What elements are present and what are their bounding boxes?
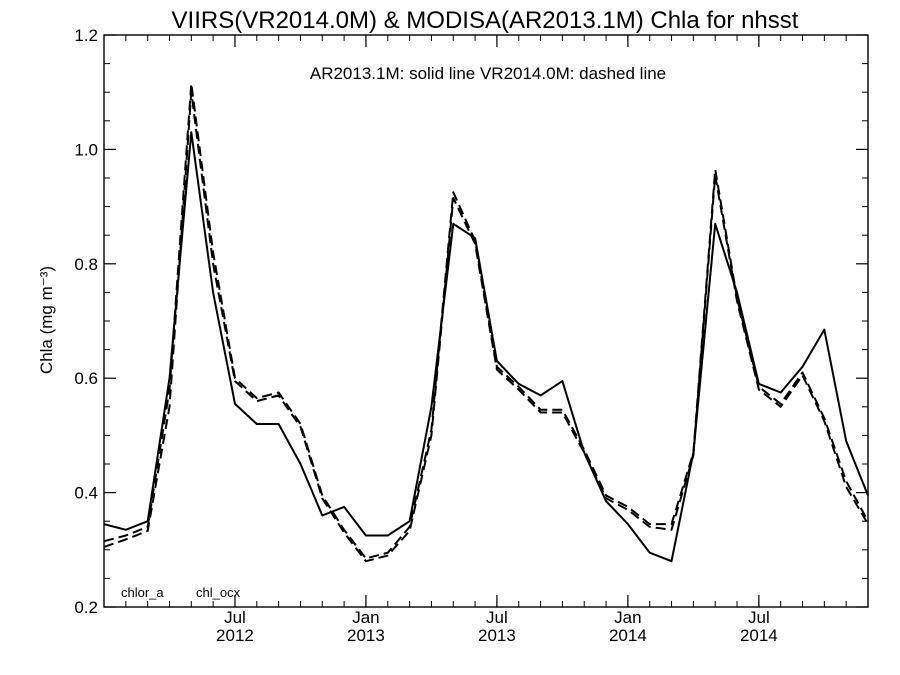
series-lines [103,82,869,563]
axis-ticks: 0.20.40.60.81.01.2Jul2012Jan2013Jul2013J… [74,26,869,645]
x-tick-label-year: 2014 [609,626,647,645]
corner-label-chl-ocx: chl_ocx [196,585,241,600]
y-tick-label: 1.2 [74,26,98,45]
y-tick-label: 0.4 [74,484,98,503]
plot-frame [103,34,869,608]
x-tick-label-month: Jan [614,608,641,627]
chart-title: VIIRS(VR2014.0M) & MODISA(AR2013.1M) Chl… [172,7,799,34]
y-tick-label: 0.6 [74,369,98,388]
x-tick-label-month: Jul [224,608,246,627]
y-tick-label: 0.8 [74,255,98,274]
x-tick-label-year: 2014 [740,626,778,645]
dashed-series-line-2 [103,91,869,563]
x-tick-label-year: 2013 [478,626,516,645]
x-tick-label-month: Jul [486,608,508,627]
x-tick-label-month: Jan [352,608,379,627]
y-axis-label: Chla (mg m⁻³) [37,266,56,374]
x-tick-label-year: 2012 [216,626,254,645]
series-annotation: AR2013.1M: solid line VR2014.0M: dashed … [310,64,666,83]
corner-label-chlor-a: chlor_a [121,585,164,600]
y-tick-label: 1.0 [74,140,98,159]
x-tick-label-year: 2013 [347,626,385,645]
y-tick-label: 0.2 [74,598,98,617]
x-tick-label-month: Jul [748,608,770,627]
